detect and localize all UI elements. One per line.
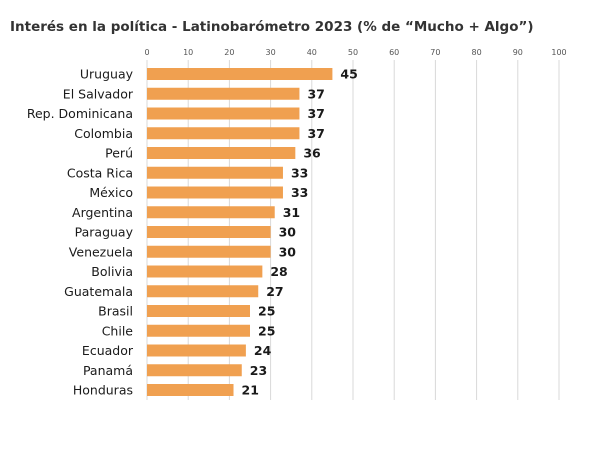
x-tick-label: 70	[430, 48, 440, 57]
x-tick-label: 90	[513, 48, 523, 57]
category-label: Chile	[102, 323, 134, 338]
x-axis: 0 10 20 30 40 50 60 70 80 90 100	[144, 48, 566, 57]
bar	[147, 87, 300, 100]
data-label: 23	[250, 363, 267, 378]
category-label: México	[89, 185, 133, 200]
category-label: Ecuador	[82, 343, 134, 358]
bar	[147, 344, 246, 357]
data-label: 25	[258, 304, 275, 319]
category-label: Perú	[105, 146, 133, 161]
data-label: 30	[279, 244, 297, 259]
category-label: Rep. Dominicana	[27, 106, 133, 121]
category-label: Colombia	[74, 126, 133, 141]
category-label: Costa Rica	[67, 165, 133, 180]
bar	[147, 206, 275, 219]
data-label: 21	[242, 383, 259, 398]
category-label: Bolivia	[91, 264, 133, 279]
bar	[147, 147, 296, 159]
data-label: 27	[266, 284, 283, 299]
category-label: Paraguay	[75, 225, 134, 240]
bar	[147, 68, 333, 80]
bar	[147, 245, 271, 258]
bar	[147, 166, 283, 179]
bar	[147, 364, 242, 377]
category-label: Honduras	[73, 383, 133, 398]
x-tick-label: 100	[551, 48, 566, 57]
bar	[147, 285, 259, 298]
data-labels: 45 37 37 37 36 33 33 31 30 30 28 27 25 25 24 23 21	[242, 67, 358, 398]
category-label: Panamá	[83, 363, 133, 378]
data-label: 33	[291, 185, 308, 200]
bar	[147, 324, 250, 337]
x-tick-label: 30	[266, 48, 276, 57]
category-label: El Salvador	[63, 86, 134, 101]
bar	[147, 265, 263, 278]
data-label: 31	[283, 205, 300, 220]
bar	[147, 384, 234, 396]
data-label: 30	[279, 225, 297, 240]
bar	[147, 186, 283, 199]
x-tick-label: 40	[307, 48, 317, 57]
bar	[147, 226, 271, 238]
category-label: Uruguay	[80, 67, 134, 82]
data-label: 45	[340, 67, 357, 82]
bar	[147, 305, 250, 317]
data-label: 37	[307, 86, 324, 101]
category-label: Guatemala	[64, 284, 133, 299]
data-label: 25	[258, 323, 275, 338]
category-label: Venezuela	[69, 244, 133, 259]
x-tick-label: 0	[144, 48, 149, 57]
bar	[147, 107, 300, 120]
x-tick-label: 50	[348, 48, 358, 57]
category-label: Brasil	[98, 304, 133, 319]
bar	[147, 127, 300, 140]
x-tick-label: 80	[472, 48, 482, 57]
data-label: 33	[291, 165, 308, 180]
data-label: 28	[270, 264, 287, 279]
data-label: 37	[307, 126, 324, 141]
data-label: 36	[303, 146, 321, 161]
x-tick-label: 60	[389, 48, 399, 57]
bars	[147, 68, 333, 396]
x-tick-label: 10	[183, 48, 193, 57]
x-tick-label: 20	[224, 48, 234, 57]
chart-title: Interés en la política - Latinobarómetro…	[10, 19, 534, 35]
data-label: 24	[254, 343, 272, 358]
category-label: Argentina	[72, 205, 133, 220]
data-label: 37	[307, 106, 324, 121]
category-labels: Uruguay El Salvador Rep. Dominicana Colombi…	[27, 67, 134, 398]
